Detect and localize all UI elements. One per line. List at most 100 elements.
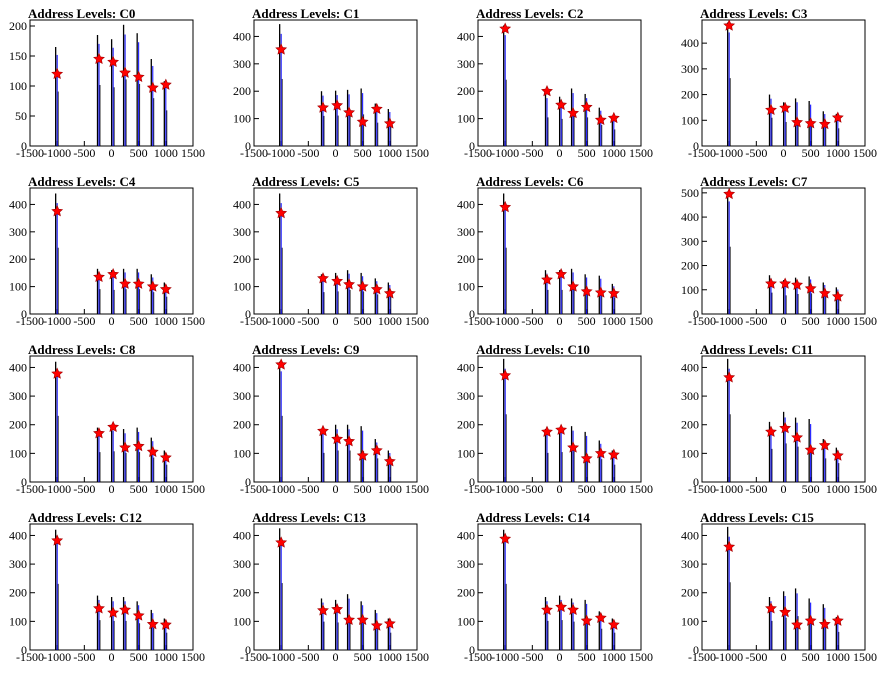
peak-marker [383, 617, 396, 629]
y-tick-label: 400 [9, 528, 27, 542]
chart-title: Address Levels: C6 [476, 174, 584, 189]
peak-marker [383, 117, 396, 129]
x-tick-label: 1000 [154, 482, 178, 496]
chart-title: Address Levels: C13 [252, 510, 366, 525]
y-tick-label: 200 [233, 418, 251, 432]
peak-marker [93, 602, 105, 614]
y-tick-label: 100 [233, 614, 251, 628]
peak-marker [159, 618, 172, 630]
x-tick-label: -1500 [16, 146, 44, 160]
peak-marker [818, 439, 831, 451]
x-tick-label: 500 [130, 650, 148, 664]
y-tick-label: 400 [681, 360, 699, 374]
peak-marker [370, 283, 383, 295]
peak-marker [499, 369, 512, 381]
y-tick-label: 300 [233, 557, 251, 571]
peak-marker [765, 277, 777, 289]
x-tick-label: 500 [130, 482, 148, 496]
chart-title: Address Levels: C11 [700, 342, 813, 357]
peak-marker [804, 443, 817, 455]
peak-marker [541, 273, 553, 285]
peak-marker [119, 603, 132, 615]
x-tick-label: 500 [578, 146, 596, 160]
peak-marker [370, 444, 383, 456]
x-tick-label: -1000 [267, 482, 295, 496]
y-tick-label: 100 [681, 614, 699, 628]
y-tick-label: 100 [233, 446, 251, 460]
peak-marker [317, 424, 329, 437]
x-tick-label: -1000 [715, 482, 743, 496]
x-tick-label: 1500 [853, 314, 877, 328]
y-tick-label: 100 [681, 113, 699, 127]
y-tick-label: 400 [681, 210, 699, 224]
x-tick-label: -1500 [240, 482, 268, 496]
peak-marker [723, 371, 736, 383]
y-tick-label: 200 [9, 19, 27, 33]
peak-marker [555, 98, 568, 110]
chart-title: Address Levels: C8 [28, 342, 136, 357]
peak-marker [723, 540, 736, 552]
peak-marker [370, 102, 383, 115]
peak-marker [779, 605, 792, 618]
y-tick-label: 200 [457, 84, 475, 98]
chart-panel-3: Address Levels: C3 0 100 200 300 400 -1500 -100… [681, 6, 877, 160]
chart-title: Address Levels: C9 [252, 342, 360, 357]
peak-marker [765, 602, 777, 614]
x-tick-label: -1000 [43, 314, 71, 328]
x-tick-label: 500 [578, 314, 596, 328]
x-tick-label: -500 [73, 314, 95, 328]
y-tick-label: 200 [9, 252, 27, 266]
x-tick-label: 1500 [629, 650, 653, 664]
x-tick-label: -500 [521, 314, 543, 328]
x-tick-label: 500 [802, 650, 820, 664]
y-tick-label: 0 [693, 643, 699, 657]
x-tick-label: 1000 [602, 482, 626, 496]
peak-marker [159, 451, 172, 463]
y-tick-label: 100 [233, 112, 251, 126]
peak-marker [331, 603, 344, 615]
x-tick-label: -500 [297, 482, 319, 496]
peak-marker [541, 603, 553, 615]
x-tick-label: -1000 [491, 314, 519, 328]
x-tick-label: 1000 [378, 146, 402, 160]
x-tick-label: -1000 [491, 482, 519, 496]
chart-panel-0: Address Levels: C0 0 50 100 150 200 -1500 -1000… [9, 6, 205, 160]
chart-title: Address Levels: C3 [700, 6, 808, 21]
x-tick-label: 1500 [629, 314, 653, 328]
x-tick-label: 0 [557, 650, 563, 664]
chart-panel-11: Address Levels: C11 0 100 200 300 400 -1500 -10… [681, 342, 877, 496]
peak-marker [146, 445, 159, 457]
chart-panel-13: Address Levels: C13 0 100 200 300 400 -1500 -10… [233, 510, 429, 664]
peak-marker [356, 449, 369, 461]
peak-marker [567, 106, 580, 119]
peak-marker [567, 603, 580, 615]
peak-marker [779, 277, 792, 289]
x-tick-label: -1500 [240, 146, 268, 160]
x-tick-label: -1500 [240, 314, 268, 328]
peak-marker [818, 117, 831, 130]
peak-marker [594, 447, 607, 459]
x-tick-label: 1500 [181, 146, 205, 160]
peak-marker [93, 52, 105, 65]
x-tick-label: -500 [745, 146, 767, 160]
peak-marker [555, 600, 568, 613]
y-tick-label: 0 [245, 643, 251, 657]
x-tick-label: 500 [354, 650, 372, 664]
y-tick-label: 300 [233, 389, 251, 403]
y-tick-label: 400 [681, 528, 699, 542]
peak-marker [383, 287, 396, 299]
y-tick-label: 200 [9, 418, 27, 432]
y-tick-label: 400 [233, 528, 251, 542]
peak-marker [132, 70, 145, 83]
x-tick-label: 1500 [405, 482, 429, 496]
x-tick-label: -1000 [267, 146, 295, 160]
y-tick-label: 0 [469, 643, 475, 657]
y-tick-label: 400 [457, 360, 475, 374]
x-tick-label: 0 [781, 146, 787, 160]
y-tick-label: 100 [457, 614, 475, 628]
y-tick-label: 0 [21, 643, 27, 657]
chart-panel-10: Address Levels: C10 0 100 200 300 400 -1500 -10… [457, 342, 653, 496]
x-tick-label: -1000 [267, 314, 295, 328]
x-tick-label: -1000 [491, 650, 519, 664]
peak-marker [132, 277, 145, 289]
